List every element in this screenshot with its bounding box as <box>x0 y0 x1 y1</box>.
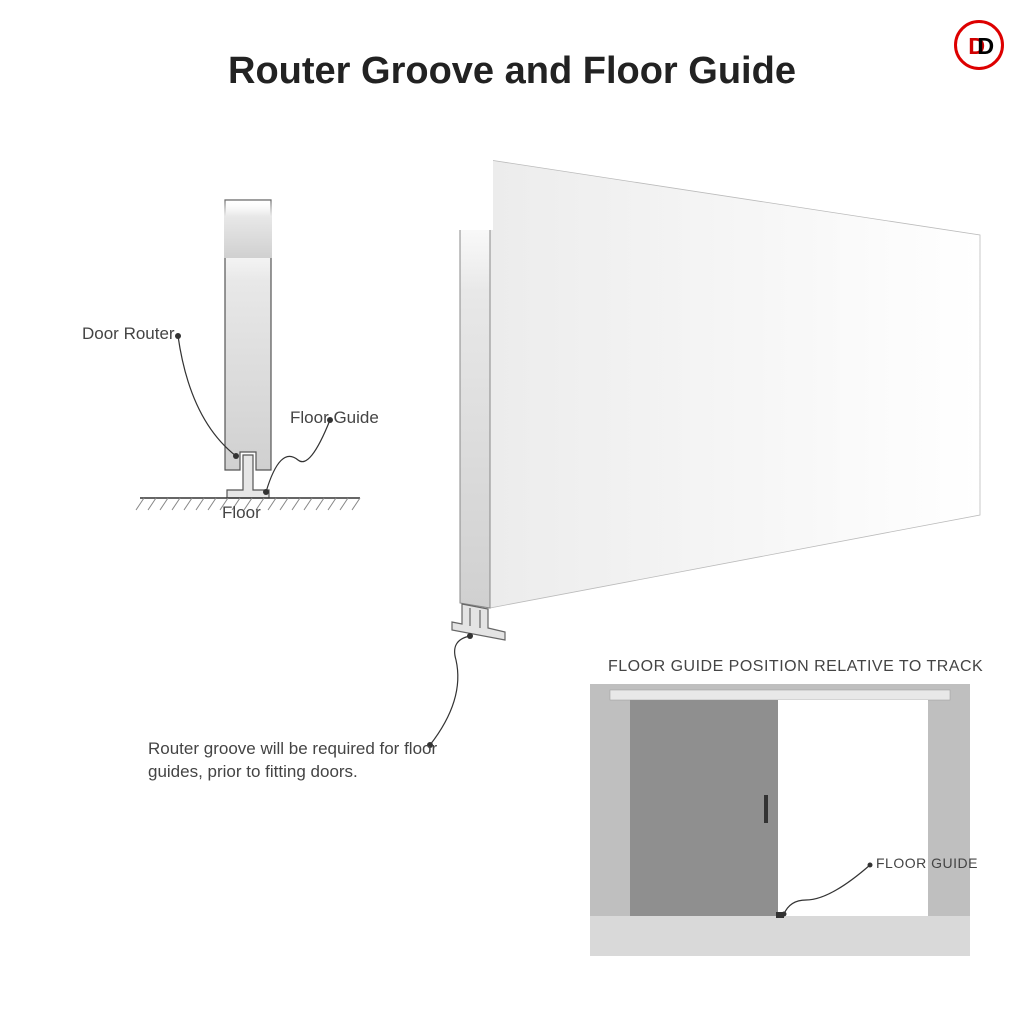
diagram-canvas <box>0 0 1024 1024</box>
label-floor-guide: Floor Guide <box>290 408 379 428</box>
inset-diagram <box>590 684 970 956</box>
note-router-groove: Router groove will be required for floor… <box>148 738 448 784</box>
label-door-router: Door Router <box>82 324 175 344</box>
cross-section <box>136 198 360 510</box>
inset-title: FLOOR GUIDE POSITION RELATIVE TO TRACK <box>608 658 983 676</box>
perspective-view <box>427 140 998 748</box>
label-floor: Floor <box>222 503 261 523</box>
inset-floor-guide-label: FLOOR GUIDE <box>876 855 978 871</box>
